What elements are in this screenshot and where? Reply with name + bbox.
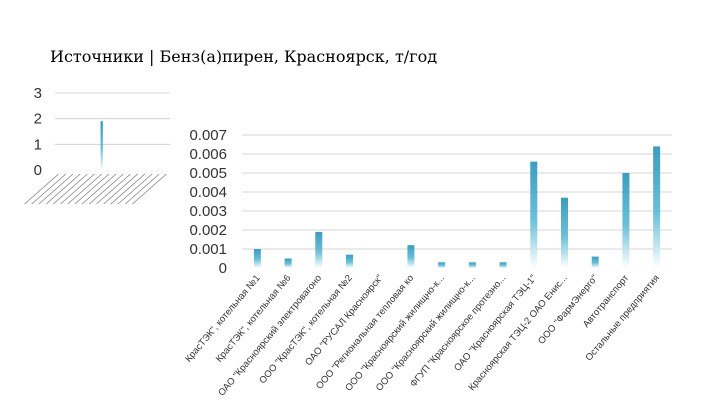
detail-bar (284, 258, 292, 268)
detail-bar (438, 262, 446, 268)
detail-bar (530, 161, 538, 268)
detail-chart: 00.0010.0020.0030.0040.0050.0060.007Крас… (183, 127, 672, 398)
detail-bar (346, 254, 353, 268)
overview-tick-label: 2 (34, 111, 42, 128)
detail-bar (468, 262, 476, 268)
detail-bar (499, 262, 507, 268)
overview-category-label (110, 173, 146, 205)
overview-category-label (38, 173, 74, 205)
detail-tick-label: 0.006 (189, 146, 227, 163)
detail-bar (622, 173, 630, 268)
overview-tick-label: 0 (34, 162, 42, 179)
overview-category-label (103, 173, 138, 205)
overview-category-label (81, 173, 117, 205)
overview-tick-label: 1 (34, 136, 42, 153)
detail-tick-label: 0.005 (189, 165, 227, 182)
overview-category-label (53, 173, 88, 205)
detail-bar (653, 146, 661, 268)
overview-tick-label: 3 (34, 85, 42, 102)
detail-tick-label: 0.001 (189, 241, 227, 258)
detail-bar (253, 249, 261, 268)
overview-category-label (132, 173, 167, 205)
detail-tick-label: 0.004 (189, 184, 227, 201)
chart-title: Источники | Бенз(а)пирен, Красноярск, т/… (50, 47, 438, 66)
overview-category-label (60, 173, 95, 205)
overview-category-label (96, 173, 131, 205)
detail-bar (561, 197, 568, 268)
overview-category-label (124, 173, 160, 205)
overview-bar (100, 121, 103, 170)
detail-tick-label: 0 (219, 260, 227, 277)
detail-bar (591, 256, 599, 268)
overview-category-label (31, 173, 67, 205)
overview-category-label (89, 173, 124, 205)
detail-tick-label: 0.007 (189, 127, 227, 144)
detail-bar (407, 245, 415, 268)
detail-bar (315, 231, 323, 268)
overview-category-label (45, 173, 81, 205)
overview-category-label (74, 173, 110, 205)
overview-category-label (117, 173, 153, 205)
overview-category-label (24, 173, 59, 205)
overview-category-label (67, 173, 102, 205)
overview-chart: 0 1 2 3 (24, 85, 170, 205)
detail-tick-label: 0.002 (189, 222, 227, 239)
detail-tick-label: 0.003 (189, 203, 227, 220)
